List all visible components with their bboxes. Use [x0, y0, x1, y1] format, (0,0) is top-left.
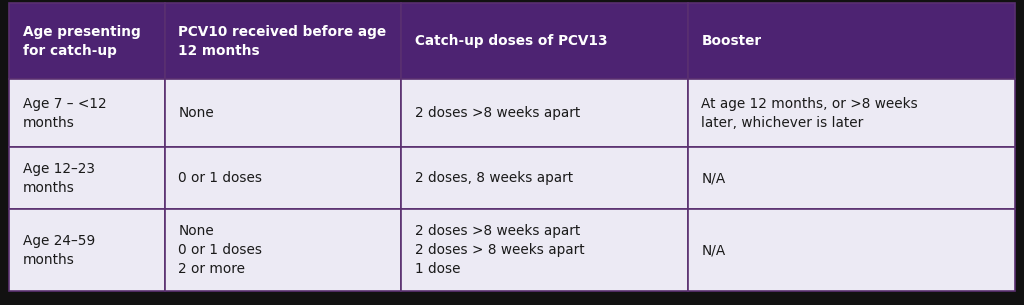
Bar: [401, 3, 688, 79]
Text: None
0 or 1 doses
2 or more: None 0 or 1 doses 2 or more: [178, 224, 262, 276]
Bar: [688, 3, 1015, 79]
Text: N/A: N/A: [701, 171, 726, 185]
Text: 2 doses >8 weeks apart: 2 doses >8 weeks apart: [415, 106, 580, 120]
Bar: [9, 209, 165, 291]
Bar: [688, 147, 1015, 209]
Bar: [9, 147, 165, 209]
Bar: [9, 3, 165, 79]
Text: Catch-up doses of PCV13: Catch-up doses of PCV13: [415, 34, 607, 48]
Text: Age 12–23
months: Age 12–23 months: [23, 162, 94, 195]
Text: At age 12 months, or >8 weeks
later, whichever is later: At age 12 months, or >8 weeks later, whi…: [701, 97, 919, 130]
Bar: [165, 79, 401, 147]
Bar: [165, 147, 401, 209]
Bar: [688, 79, 1015, 147]
Text: PCV10 received before age
12 months: PCV10 received before age 12 months: [178, 25, 386, 58]
Bar: [401, 79, 688, 147]
Text: Age presenting
for catch-up: Age presenting for catch-up: [23, 25, 140, 58]
Bar: [165, 3, 401, 79]
Text: 0 or 1 doses: 0 or 1 doses: [178, 171, 262, 185]
Text: 2 doses >8 weeks apart
2 doses > 8 weeks apart
1 dose: 2 doses >8 weeks apart 2 doses > 8 weeks…: [415, 224, 585, 276]
Text: Booster: Booster: [701, 34, 762, 48]
Text: None: None: [178, 106, 214, 120]
Bar: [688, 209, 1015, 291]
Bar: [9, 79, 165, 147]
Text: 2 doses, 8 weeks apart: 2 doses, 8 weeks apart: [415, 171, 572, 185]
Bar: [165, 209, 401, 291]
Text: Age 7 – <12
months: Age 7 – <12 months: [23, 97, 106, 130]
Bar: [401, 147, 688, 209]
Bar: [401, 209, 688, 291]
Text: N/A: N/A: [701, 243, 726, 257]
Text: Age 24–59
months: Age 24–59 months: [23, 234, 95, 267]
